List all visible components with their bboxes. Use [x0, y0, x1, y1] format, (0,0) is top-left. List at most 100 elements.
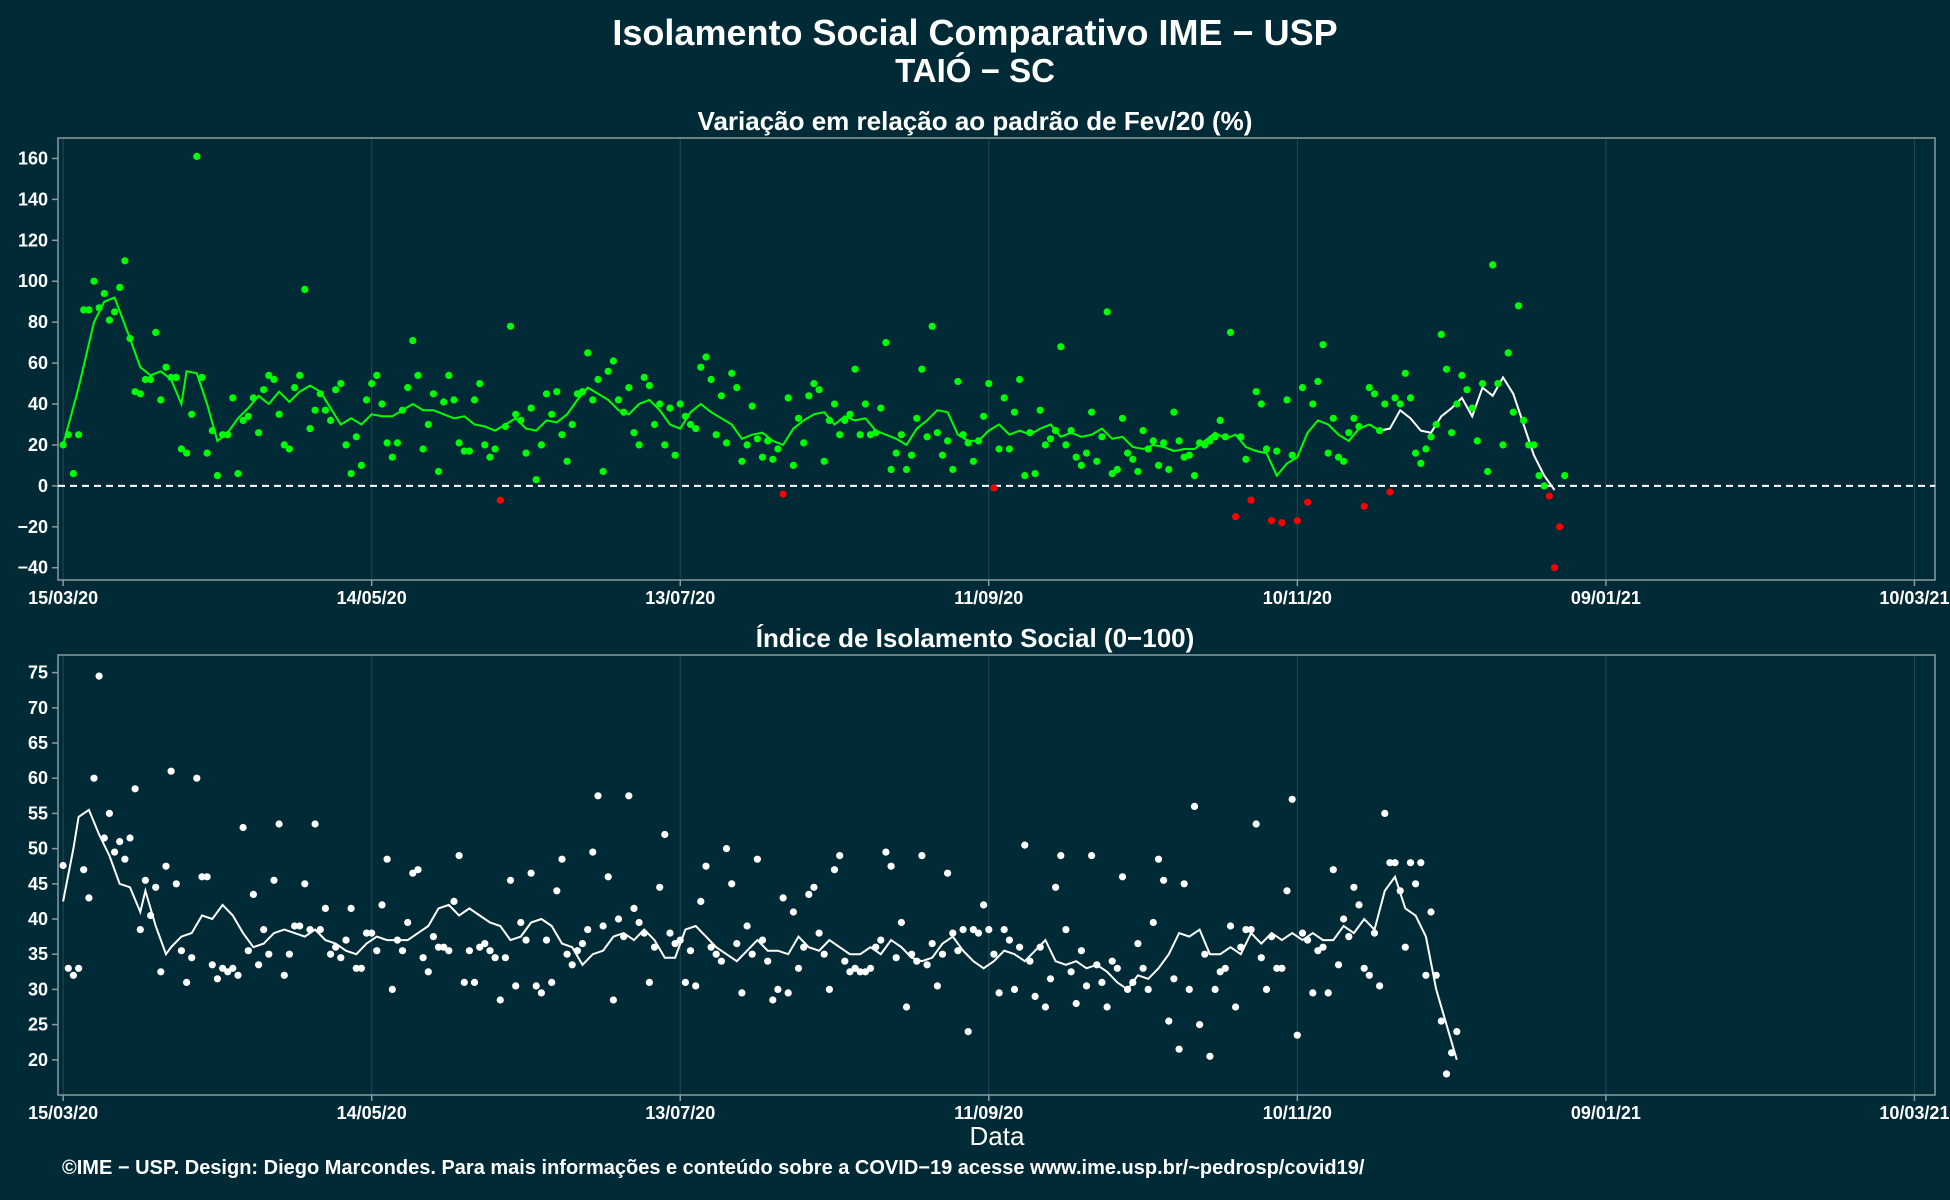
data-point — [923, 433, 931, 441]
data-point — [985, 380, 993, 388]
y-tick-label: 30 — [28, 979, 48, 999]
data-point — [1232, 1003, 1240, 1011]
data-point — [193, 152, 201, 160]
footer-credit: ©IME − USP. Design: Diego Marcondes. Par… — [62, 1157, 1365, 1179]
data-point — [1072, 999, 1080, 1008]
data-point — [1005, 936, 1014, 944]
data-point — [1021, 841, 1029, 849]
data-point — [280, 441, 288, 449]
data-point — [1160, 876, 1168, 884]
data-point — [1005, 445, 1014, 453]
data-point — [630, 904, 638, 912]
data-point — [219, 431, 227, 439]
data-point — [743, 441, 751, 449]
data-point — [455, 852, 463, 860]
data-point — [1530, 441, 1538, 449]
data-point — [388, 453, 396, 461]
data-point — [445, 947, 453, 955]
data-point — [686, 420, 695, 429]
data-point — [969, 926, 978, 934]
y-tick-label: 140 — [18, 189, 48, 209]
data-point — [1067, 968, 1075, 976]
data-point — [815, 386, 823, 394]
data-point — [1406, 394, 1415, 402]
data-point — [136, 926, 144, 934]
data-point — [882, 848, 890, 856]
data-point — [162, 363, 170, 371]
data-point — [1221, 964, 1229, 972]
data-point — [872, 429, 880, 437]
data-point — [157, 968, 165, 976]
data-point — [1381, 809, 1389, 817]
data-point — [794, 414, 803, 422]
data-point — [1129, 455, 1137, 463]
data-point — [1340, 915, 1348, 923]
data-point — [183, 449, 191, 457]
data-point — [1422, 971, 1430, 979]
data-point — [342, 441, 350, 449]
data-point — [1041, 441, 1049, 449]
data-point — [491, 445, 499, 453]
data-point — [1540, 482, 1548, 490]
data-point — [805, 392, 813, 400]
data-point — [177, 445, 185, 453]
data-point — [1360, 964, 1368, 972]
data-point — [1293, 1031, 1301, 1039]
x-tick-label: 10/11/20 — [1263, 588, 1332, 608]
data-point — [105, 809, 113, 817]
data-point — [1046, 435, 1055, 443]
data-point — [1458, 371, 1466, 379]
data-point — [357, 461, 365, 469]
data-point — [1514, 302, 1523, 310]
data-point — [1077, 947, 1085, 955]
data-point — [434, 943, 443, 951]
data-point — [1165, 1017, 1173, 1025]
data-point — [1057, 343, 1065, 351]
data-point — [656, 400, 664, 408]
data-point — [522, 449, 530, 457]
data-point — [1201, 950, 1209, 958]
x-tick-label: 09/01/21 — [1571, 588, 1641, 608]
data-point — [249, 890, 257, 898]
data-point — [1278, 519, 1286, 527]
data-point — [512, 410, 520, 418]
y-tick-label: 120 — [18, 230, 48, 250]
data-point — [764, 437, 772, 445]
data-point — [974, 929, 983, 937]
data-point — [414, 371, 422, 379]
data-point — [1160, 439, 1168, 447]
data-point — [352, 964, 360, 972]
data-point — [460, 447, 468, 455]
data-point — [1448, 1049, 1456, 1057]
panel-title: Variação em relação ao padrão de Fev/20 … — [698, 106, 1253, 136]
data-point — [393, 439, 401, 447]
data-point — [614, 396, 623, 404]
data-point — [409, 337, 417, 345]
data-point — [1088, 852, 1096, 860]
data-point — [244, 412, 252, 420]
data-point — [738, 989, 746, 997]
data-point — [1314, 377, 1322, 386]
data-point — [1417, 459, 1425, 467]
y-tick-label: 40 — [28, 909, 48, 929]
data-point — [630, 429, 638, 437]
data-point — [1360, 502, 1368, 510]
data-point — [434, 467, 443, 476]
data-point — [861, 968, 870, 976]
data-point — [836, 852, 844, 860]
y-tick-label: 55 — [28, 803, 48, 823]
data-point — [1509, 408, 1517, 416]
data-point — [671, 451, 679, 459]
data-point — [126, 334, 134, 343]
data-point — [1386, 488, 1394, 496]
data-point — [959, 926, 967, 934]
data-point — [1283, 887, 1291, 895]
data-point — [255, 961, 263, 969]
data-point — [1499, 441, 1507, 449]
data-point — [584, 349, 592, 357]
data-point — [1288, 795, 1296, 803]
data-point — [69, 470, 77, 478]
data-point — [152, 328, 160, 336]
data-point — [769, 996, 777, 1004]
